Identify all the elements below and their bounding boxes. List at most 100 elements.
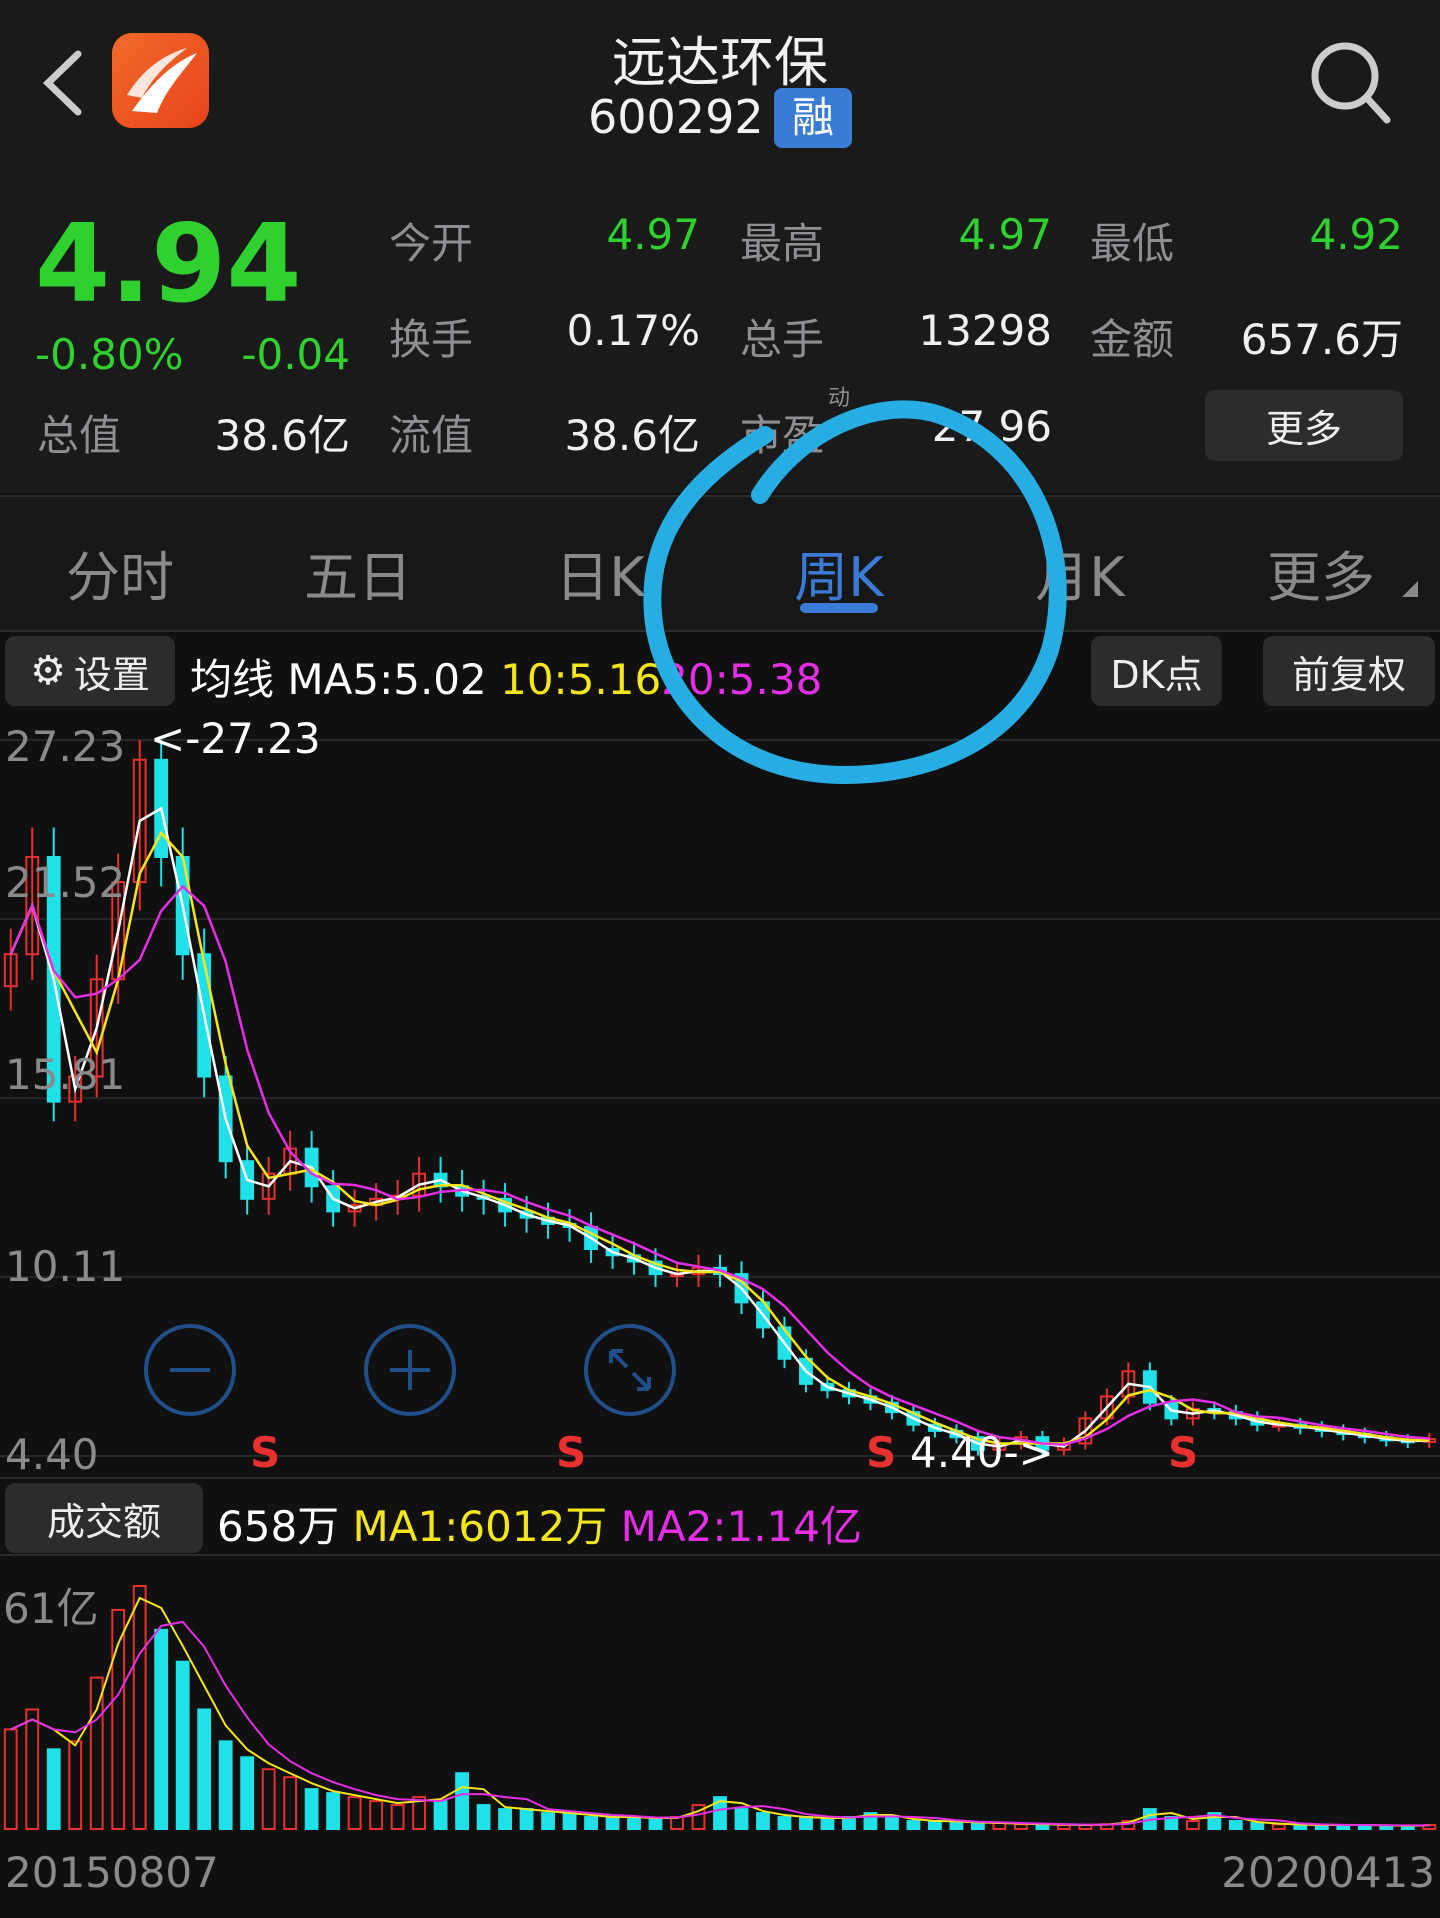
volume-bar (218, 1740, 233, 1830)
active-tab-indicator (800, 603, 878, 613)
tab-intraday[interactable]: 分时 (66, 546, 174, 609)
sell-signal: S (1168, 1428, 1199, 1477)
volume-bar (326, 1792, 341, 1830)
volume-bar (519, 1808, 534, 1831)
turnover-value: 0.17% (566, 306, 700, 355)
volume-bar (1271, 1823, 1286, 1830)
high-value: 4.97 (958, 210, 1052, 259)
ma10-value: 10:5.16 (500, 655, 662, 704)
ma10-line (9, 830, 1430, 1445)
gear-icon: ⚙ (30, 648, 66, 694)
more-quote-button[interactable]: 更多 (1205, 390, 1403, 461)
pe-label: 市盈 (740, 411, 825, 460)
volume-bar (949, 1820, 964, 1830)
low-label: 最低 (1090, 219, 1175, 268)
volume-bar (25, 1708, 40, 1830)
dk-point-button[interactable]: DK点 (1091, 636, 1222, 706)
back-icon[interactable] (38, 48, 88, 118)
adjust-button[interactable]: 前复权 (1263, 636, 1435, 706)
volume-indicator-button[interactable]: 成交额 (5, 1483, 203, 1553)
volume-bar (412, 1796, 427, 1831)
pe-dynamic-sup: 动 (828, 386, 851, 411)
volume-bar (455, 1772, 470, 1830)
volume-bar (283, 1776, 298, 1831)
volume-bar (605, 1816, 620, 1831)
amount-value: 657.6万 (1240, 315, 1403, 364)
change-percent: -0.80% (35, 330, 184, 379)
volume-bar (369, 1800, 384, 1831)
volume-bar (3, 1728, 18, 1830)
tab-more[interactable]: 更多 (1267, 546, 1375, 609)
volume-bar (971, 1822, 985, 1831)
dropdown-corner-icon (1402, 581, 1418, 597)
candle-body (89, 978, 104, 1078)
volume-ma1-line (10, 1596, 1430, 1827)
quote-panel: 4.94 -0.80% -0.04 总值 38.6亿 今开 4.97 最高 4.… (0, 160, 1440, 493)
volume-current: 658万 (217, 1502, 340, 1551)
volume-bar (820, 1818, 835, 1831)
volume-bar (777, 1816, 792, 1831)
sell-signal: S (866, 1428, 897, 1477)
volume-bar (584, 1816, 598, 1831)
volume-value: 13298 (918, 306, 1052, 355)
zoom-in-button[interactable] (363, 1323, 457, 1417)
volume-bar (713, 1796, 727, 1831)
margin-badge: 融 (774, 88, 852, 148)
candle-body (25, 855, 40, 956)
ma-prefix: 均线 (190, 655, 275, 704)
volume-bar (433, 1800, 448, 1831)
candle-body (261, 1172, 276, 1200)
volume-bar (68, 1740, 83, 1830)
volume-bar (498, 1808, 512, 1831)
volume-bar (304, 1788, 319, 1831)
fullscreen-button[interactable] (583, 1323, 677, 1417)
current-price: 4.94 (35, 202, 302, 327)
float-value-label: 流值 (389, 411, 474, 460)
tab-five-day[interactable]: 五日 (304, 546, 412, 609)
volume-bar (46, 1748, 61, 1830)
zoom-out-button[interactable] (143, 1323, 237, 1417)
volume-bar (627, 1816, 641, 1831)
total-value-label: 总值 (37, 411, 122, 460)
x-start-date: 20150807 (5, 1848, 219, 1897)
sell-signal: S (556, 1428, 587, 1477)
volume-bar (541, 1812, 555, 1831)
y-tick-3: 10.11 (5, 1242, 126, 1291)
open-value: 4.97 (606, 210, 700, 259)
settings-button[interactable]: ⚙ 设置 (5, 636, 175, 706)
volume-bar (1185, 1820, 1200, 1830)
volume-bar (691, 1804, 706, 1830)
y-tick-0: 27.23 (5, 722, 126, 771)
volume-bar (928, 1820, 942, 1830)
volume-bar: 成交额 658万 MA1:6012万 MA2:1.14亿 (0, 1477, 1440, 1556)
volume-chart (3, 1585, 1437, 1831)
volume-bar (390, 1804, 405, 1830)
tab-daily-k[interactable]: 日K (555, 546, 645, 609)
volume-bar (562, 1812, 577, 1831)
period-tabs: 分时 五日 日K 周K 月K 更多 (0, 495, 1440, 632)
app-logo[interactable] (112, 33, 209, 128)
volume-bar (885, 1816, 899, 1831)
tab-monthly-k[interactable]: 月K (1035, 546, 1125, 609)
ma20-value: 20:5.38 (661, 655, 823, 704)
stock-code: 600292 (588, 90, 764, 144)
ma5-value: MA5:5.02 (287, 655, 487, 704)
min-marker: 4.40-> (910, 1428, 1054, 1477)
search-icon[interactable] (1305, 38, 1395, 128)
candlestick-chart[interactable] (0, 710, 1440, 1477)
volume-bar (799, 1816, 813, 1831)
x-end-date: 20200413 (1221, 1848, 1435, 1897)
sell-signal: S (250, 1428, 281, 1477)
stock-name: 远达环保 (612, 31, 828, 94)
volume-bar (1228, 1820, 1243, 1830)
volume-bar (1207, 1812, 1222, 1831)
tab-weekly-k[interactable]: 周K (794, 546, 884, 609)
volume-ma2: MA2:1.14亿 (620, 1502, 862, 1551)
float-value: 38.6亿 (564, 411, 700, 460)
y-tick-2: 15.81 (5, 1050, 126, 1099)
candle-body (132, 758, 147, 884)
volume-ma1: MA1:6012万 (352, 1502, 608, 1551)
volume-bar (347, 1796, 362, 1831)
pe-value: 27.96 (931, 402, 1052, 451)
volume-bar (476, 1804, 491, 1830)
